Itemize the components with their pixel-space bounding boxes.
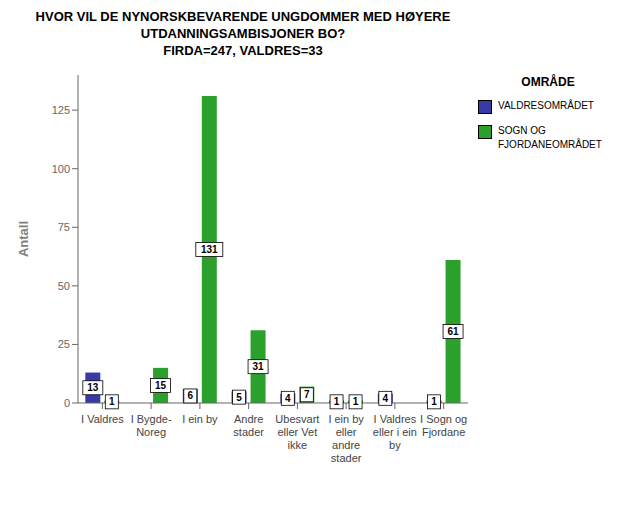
html-text:HVOR VIL DE NYNORSKBEVARENDE U: HVOR VIL DE NYNORSKBEVARENDE UNGDOMMER M…	[35, 9, 451, 58]
svg-text:7: 7	[304, 389, 310, 400]
svg-text:50: 50	[58, 280, 70, 292]
svg-text:1: 1	[431, 396, 437, 407]
svg-text:4: 4	[383, 393, 389, 404]
svg-text:15: 15	[155, 380, 167, 391]
html-text:VALDRESOMRÅDET: VALDRESOMRÅDET	[498, 100, 594, 111]
svg-text:I Valdres: I Valdres	[81, 413, 124, 425]
svg-text:6: 6	[188, 390, 194, 401]
svg-text:1: 1	[334, 396, 340, 407]
svg-text:61: 61	[448, 326, 460, 337]
html-text:OMRÅDE: OMRÅDE	[521, 75, 575, 89]
svg-text:100: 100	[52, 163, 70, 175]
svg-text:I ein byellerandrestader: I ein byellerandrestader	[328, 413, 364, 464]
svg-text:5: 5	[236, 392, 242, 403]
svg-text:25: 25	[58, 338, 70, 350]
svg-text:0: 0	[64, 397, 70, 409]
html-text:SOGN OG FJORDANEOMRÅDET: SOGN OG FJORDANEOMRÅDET	[498, 125, 602, 150]
svg-text:131: 131	[201, 244, 218, 255]
svg-text:125: 125	[52, 104, 70, 116]
svg-text:I ein by: I ein by	[182, 413, 218, 425]
svg-text:75: 75	[58, 221, 70, 233]
svg-text:1: 1	[353, 396, 359, 407]
svg-text:13: 13	[87, 382, 99, 393]
svg-text:4: 4	[285, 393, 291, 404]
svg-text:I Bygde-Noreg: I Bygde-Noreg	[131, 413, 172, 438]
svg-text:I Valdreseller i einby: I Valdreseller i einby	[373, 413, 417, 451]
svg-text:31: 31	[253, 361, 265, 372]
svg-text:Andrestader: Andrestader	[233, 413, 264, 438]
svg-text:Ubesvarteller Vetikke: Ubesvarteller Vetikke	[275, 413, 319, 451]
svg-text:Antall: Antall	[16, 221, 31, 257]
svg-text:I Sogn ogFjordane: I Sogn ogFjordane	[420, 413, 467, 438]
svg-text:1: 1	[109, 396, 115, 407]
